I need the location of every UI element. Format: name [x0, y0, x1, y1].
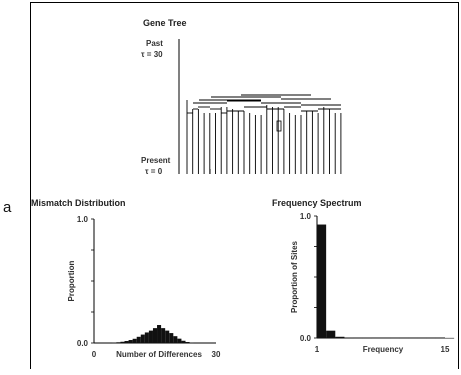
gene-tree-past-label: Past: [146, 39, 163, 48]
mismatch-bar: [157, 325, 162, 343]
frequency-bar: [326, 330, 336, 338]
gene-tree-present-label: Present: [141, 156, 171, 165]
frequency-bar: [417, 337, 427, 339]
frequency-bar: [381, 337, 391, 339]
gene-tree-node: [276, 120, 282, 132]
mismatch-title: Mismatch Distribution: [31, 198, 126, 208]
frequency-x-axis-label: Frequency: [363, 345, 404, 354]
frequency-spectrum-chart: Frequency Spectrum 0.0 1.0 1 15 Frequency Prop…: [272, 198, 455, 354]
mismatch-y-tick-label: 0.0: [77, 339, 89, 348]
frequency-title: Frequency Spectrum: [272, 198, 362, 208]
frequency-y-axis-label: Proportion of Sites: [290, 240, 299, 313]
mismatch-bar: [120, 341, 125, 343]
frequency-x-tick-label: 15: [441, 345, 450, 354]
mismatch-bar: [116, 342, 121, 343]
frequency-bar: [362, 337, 372, 339]
mismatch-bar: [144, 332, 149, 343]
mismatch-bar: [148, 330, 153, 343]
mismatch-bar: [132, 338, 137, 343]
mismatch-y-axis-label: Proportion: [67, 260, 76, 301]
frequency-bar: [371, 337, 381, 339]
figure-panel-letter: a: [3, 199, 12, 216]
gene-tree-drawing: [186, 94, 342, 174]
frequency-bar: [426, 337, 436, 339]
frequency-x-tick-label: 1: [315, 345, 320, 354]
frequency-bar: [344, 337, 354, 339]
mismatch-bar: [177, 338, 182, 343]
frequency-y-tick-label: 1.0: [300, 212, 312, 221]
mismatch-bar: [181, 340, 186, 343]
frequency-y-tick-label: 0.0: [300, 334, 312, 343]
mismatch-bar: [152, 328, 158, 343]
mismatch-bar: [165, 330, 170, 343]
mismatch-bar: [136, 336, 141, 343]
frequency-bar: [408, 337, 418, 339]
mismatch-chart: Mismatch Distribution 0.0 1.0 0 30 Number of …: [31, 198, 221, 359]
mismatch-x-tick-label: 30: [212, 350, 221, 359]
frequency-bar: [435, 337, 445, 339]
mismatch-bar: [161, 328, 166, 343]
mismatch-bar: [173, 336, 178, 343]
gene-tree-title: Gene Tree: [143, 18, 187, 28]
mismatch-bar: [185, 342, 190, 343]
figure-svg: Gene Tree Past τ = 30 Present τ = 0 Mism…: [31, 18, 455, 359]
mismatch-x-axis-label: Number of Differences: [116, 350, 202, 359]
frequency-bar: [390, 337, 400, 339]
mismatch-bar: [189, 342, 194, 344]
mismatch-bar: [169, 333, 174, 343]
mismatch-y-tick-label: 1.0: [77, 215, 89, 224]
frequency-bar: [317, 224, 327, 338]
mismatch-bar: [140, 334, 145, 343]
frequency-bar: [445, 337, 455, 339]
gene-tree-present-tau: τ = 0: [145, 167, 163, 176]
gene-tree-past-tau: τ = 30: [141, 50, 163, 59]
figure-panel: Gene Tree Past τ = 30 Present τ = 0 Mism…: [30, 2, 459, 369]
mismatch-bar: [128, 340, 133, 343]
frequency-bar: [353, 337, 363, 339]
mismatch-bar: [124, 341, 129, 343]
frequency-bar: [335, 336, 345, 338]
mismatch-x-tick-label: 0: [92, 350, 97, 359]
mismatch-bar: [112, 342, 117, 344]
frequency-bar: [399, 337, 409, 339]
